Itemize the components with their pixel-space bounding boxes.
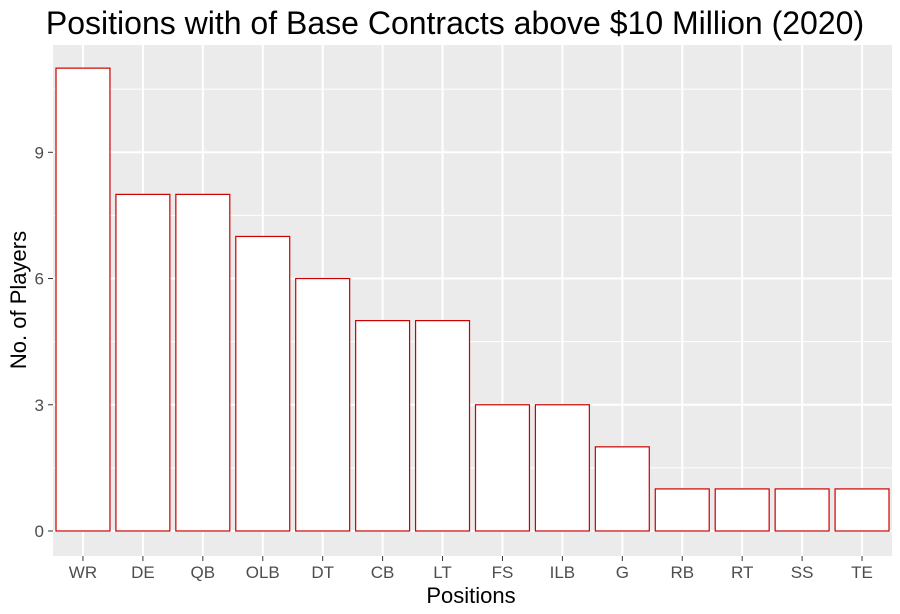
x-tick-label-qb: QB [191,563,216,582]
y-axis: 0 3 6 9 [35,143,53,541]
x-tick-label-te: TE [851,563,873,582]
bar-lt [414,320,471,532]
x-tick-label-g: G [616,563,629,582]
bar-g [594,446,650,532]
bar-de [115,193,171,532]
x-tick-label-cb: CB [371,563,395,582]
x-tick-label-lt: LT [433,563,452,582]
x-tick-label-fs: FS [492,563,514,582]
bar-rb [654,488,710,532]
x-tick-label-dt: DT [311,563,334,582]
bar-ss [774,488,830,532]
bar-olb [235,235,291,532]
bar-wr [55,67,111,532]
bar-qb [175,193,231,532]
x-axis: WR DE QB OLB DT CB LT FS ILB G RB RT SS TE [69,556,873,582]
bars [55,67,890,532]
x-axis-title: Positions [426,583,515,608]
bar-te [834,488,890,532]
y-tick-label: 9 [35,143,44,162]
bar-fs [474,404,531,532]
x-tick-label-wr: WR [69,563,97,582]
y-tick-label: 3 [35,396,44,415]
x-tick-label-ilb: ILB [550,563,576,582]
bar-dt [295,277,351,532]
x-tick-label-ss: SS [791,563,814,582]
x-tick-label-rb: RB [670,563,694,582]
bar-rt [714,488,770,532]
y-tick-label: 0 [35,522,44,541]
x-tick-label-de: DE [131,563,155,582]
y-tick-label: 6 [35,270,44,289]
chart-title: Positions with of Base Contracts above $… [46,5,864,41]
bar-cb [355,320,411,532]
bar-ilb [534,404,590,532]
x-tick-label-rt: RT [731,563,753,582]
x-tick-label-olb: OLB [246,563,280,582]
y-axis-title: No. of Players [6,231,31,369]
